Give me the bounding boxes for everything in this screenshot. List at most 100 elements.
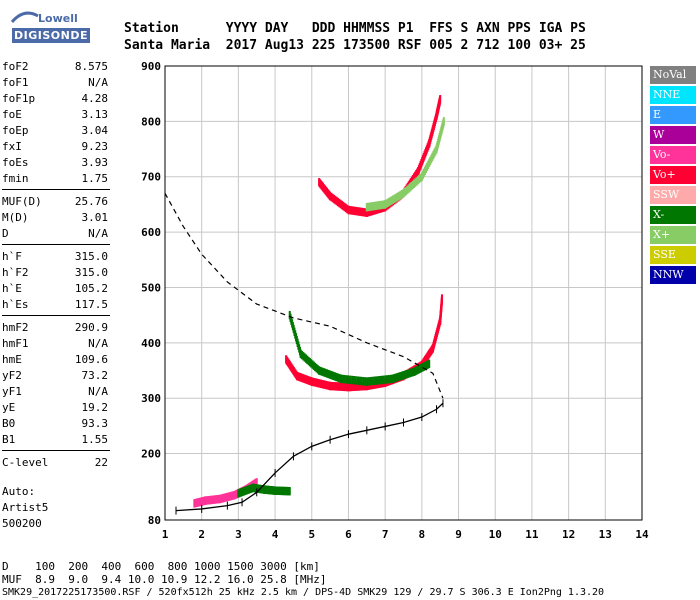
- trace-point: [343, 204, 346, 207]
- trace-point: [394, 198, 397, 201]
- trace-point: [316, 380, 319, 383]
- trace-point: [376, 376, 379, 379]
- trace-point: [440, 311, 443, 314]
- trace-point: [369, 205, 372, 208]
- trace-point: [386, 205, 389, 208]
- trace-point: [336, 202, 339, 205]
- legend-item-ssw: SSW: [650, 186, 696, 206]
- trace-point: [428, 361, 431, 364]
- trace-point: [316, 365, 319, 368]
- trace-point: [282, 493, 285, 496]
- trace-point: [227, 495, 230, 498]
- trace-point: [357, 388, 360, 391]
- trace-point: [214, 500, 217, 503]
- trace-point: [391, 376, 394, 379]
- trace-point: [440, 305, 443, 308]
- trace-point: [407, 372, 410, 375]
- trace-point: [324, 373, 327, 376]
- trace-point: [361, 388, 364, 391]
- trace-point: [293, 368, 296, 371]
- trace-point: [231, 496, 234, 499]
- trace-point: [434, 148, 437, 151]
- legend-item-noval: NoVal: [650, 66, 696, 86]
- trace-point: [354, 213, 357, 216]
- trace-point: [330, 192, 333, 195]
- trace-point: [335, 388, 338, 391]
- trace-point: [308, 376, 311, 379]
- trace-point: [385, 381, 388, 384]
- trace-point: [433, 148, 436, 151]
- trace-point: [385, 201, 388, 204]
- trace-point: [350, 387, 353, 390]
- trace-point: [227, 494, 230, 497]
- trace-point: [239, 490, 242, 493]
- trace-point: [381, 210, 384, 213]
- trace-point: [323, 382, 326, 385]
- trace-point: [426, 167, 429, 170]
- trace-point: [333, 198, 336, 201]
- trace-point: [411, 182, 414, 185]
- trace-point: [314, 369, 317, 372]
- trace-point: [302, 379, 305, 382]
- param-label: foEp: [2, 124, 29, 137]
- trace-point: [225, 494, 228, 497]
- trace-point: [307, 379, 310, 382]
- trace-point: [298, 348, 301, 351]
- trace-point: [276, 488, 279, 491]
- param-label: h`Es: [2, 298, 29, 311]
- trace-point: [228, 498, 231, 501]
- trace-point: [338, 202, 341, 205]
- trace-point: [297, 375, 300, 378]
- trace-point: [342, 203, 345, 206]
- trace-point: [356, 377, 359, 380]
- trace-point: [347, 380, 350, 383]
- trace-point: [371, 385, 374, 388]
- param-value: 3.04: [81, 124, 109, 137]
- trace-point: [380, 200, 383, 203]
- trace-point: [385, 375, 388, 378]
- trace-point: [294, 369, 297, 372]
- trace-point: [333, 383, 336, 386]
- trace-point: [312, 364, 315, 367]
- trace-point: [430, 137, 433, 140]
- trace-point: [310, 380, 313, 383]
- trace-point: [293, 329, 296, 332]
- trace-point: [348, 207, 351, 210]
- trace-point: [243, 491, 246, 494]
- param-row: fxI 9.23: [2, 138, 108, 155]
- trace-point: [223, 498, 226, 501]
- trace-point: [335, 387, 338, 390]
- trace-point: [327, 386, 330, 389]
- trace-point: [371, 202, 374, 205]
- trace-point: [294, 330, 297, 333]
- trace-point: [330, 371, 333, 374]
- trace-point: [404, 370, 407, 373]
- trace-point: [412, 184, 415, 187]
- trace-point: [304, 379, 307, 382]
- trace-point: [238, 488, 241, 491]
- trace-point: [389, 376, 392, 379]
- trace-point: [306, 362, 309, 365]
- trace-point: [280, 493, 283, 496]
- trace-point: [342, 208, 345, 211]
- trace-point: [405, 189, 408, 192]
- trace-point: [302, 377, 305, 380]
- trace-point: [288, 487, 291, 490]
- trace-point: [369, 212, 372, 215]
- trace-point: [385, 205, 388, 208]
- trace-point: [411, 367, 414, 370]
- trace-point: [436, 149, 439, 152]
- trace-point: [336, 379, 339, 382]
- trace-point: [412, 176, 415, 179]
- trace-point: [312, 382, 315, 385]
- trace-point: [390, 382, 393, 385]
- trace-point: [225, 496, 228, 499]
- param-row: hmF2 290.9: [2, 319, 108, 336]
- trace-point: [420, 177, 423, 180]
- trace-point: [432, 153, 435, 156]
- param-label: h`F: [2, 250, 22, 263]
- trace-point: [372, 212, 375, 215]
- trace-point: [357, 208, 360, 211]
- trace-point: [364, 213, 367, 216]
- param-label: B0: [2, 417, 16, 430]
